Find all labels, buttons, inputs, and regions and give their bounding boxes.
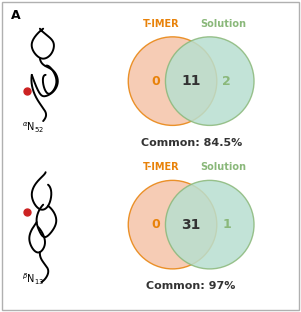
Circle shape: [166, 37, 254, 125]
Circle shape: [128, 37, 217, 125]
Text: Common: 84.5%: Common: 84.5%: [141, 138, 242, 148]
Text: 0: 0: [151, 218, 160, 231]
Text: Solution: Solution: [200, 162, 246, 173]
Text: T-IMER: T-IMER: [143, 19, 180, 29]
Text: 2: 2: [222, 75, 231, 88]
Circle shape: [128, 180, 217, 269]
Text: $^{\beta}$N$_{13}$: $^{\beta}$N$_{13}$: [22, 271, 45, 287]
Text: 1: 1: [222, 218, 231, 231]
Text: 11: 11: [182, 74, 201, 88]
Text: A: A: [11, 9, 20, 22]
Text: 0: 0: [151, 75, 160, 88]
Circle shape: [166, 180, 254, 269]
Text: T-IMER: T-IMER: [143, 162, 180, 173]
Text: 31: 31: [182, 218, 201, 232]
Text: Solution: Solution: [200, 19, 246, 29]
Text: Common: 97%: Common: 97%: [147, 281, 236, 291]
Text: $^{\alpha}$N$_{52}$: $^{\alpha}$N$_{52}$: [22, 120, 45, 135]
